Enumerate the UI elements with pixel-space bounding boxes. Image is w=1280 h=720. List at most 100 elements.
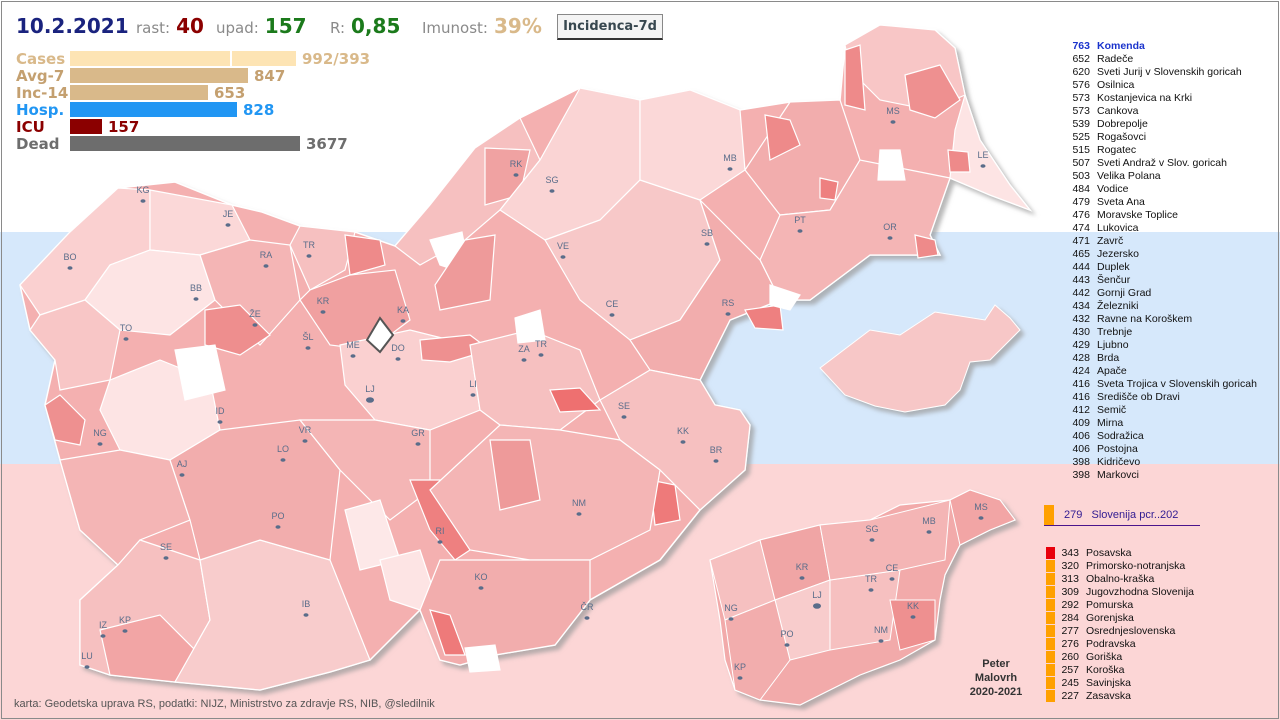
ranking-name: Jezersko bbox=[1097, 248, 1139, 261]
mini-city-dot bbox=[729, 617, 734, 621]
ranking-row: 576 Osilnica bbox=[1066, 79, 1276, 92]
main-city-dot bbox=[577, 512, 582, 516]
region-ranking: 343 Posavska 320 Primorsko-notranjska 313 Oba… bbox=[1046, 546, 1194, 702]
main-city-label: ZA bbox=[518, 344, 530, 354]
main-city-label: TO bbox=[120, 323, 132, 333]
region-row: 227 Zasavska bbox=[1046, 689, 1194, 702]
main-city-dot bbox=[85, 665, 90, 669]
main-city-label: LO bbox=[277, 444, 289, 454]
main-city-dot bbox=[304, 613, 309, 617]
main-city-label: VR bbox=[299, 425, 312, 435]
mini-city-label: MS bbox=[974, 502, 988, 512]
mini-city-dot bbox=[800, 576, 805, 580]
mini-city-label: PO bbox=[780, 629, 793, 639]
stat-avg7-value: 847 bbox=[254, 67, 285, 85]
region-row: 284 Gorenjska bbox=[1046, 611, 1194, 624]
mini-city-label: NM bbox=[874, 625, 888, 635]
main-city-dot bbox=[396, 357, 401, 361]
main-city-dot bbox=[798, 229, 803, 233]
ranking-value: 507 bbox=[1066, 157, 1090, 170]
region-row: 313 Obalno-kraška bbox=[1046, 572, 1194, 585]
incidence-button[interactable]: Incidenca-7d bbox=[557, 14, 663, 40]
ranking-name: Šenčur bbox=[1097, 274, 1130, 287]
main-city-label: SB bbox=[701, 228, 713, 238]
region-row: 276 Podravska bbox=[1046, 637, 1194, 650]
main-city-label: RK bbox=[510, 159, 523, 169]
main-city-label: KO bbox=[474, 572, 487, 582]
main-city-label: RA bbox=[260, 250, 273, 260]
decline-indicator: upad: 157 bbox=[216, 14, 307, 40]
main-city-dot bbox=[714, 459, 719, 463]
ranking-name: Markovci bbox=[1097, 469, 1139, 482]
ranking-name: Semič bbox=[1097, 404, 1126, 417]
main-city-dot bbox=[622, 415, 627, 419]
ranking-value: 539 bbox=[1066, 118, 1090, 131]
region-row: 260 Goriška bbox=[1046, 650, 1194, 663]
ranking-row: 430 Trebnje bbox=[1066, 326, 1276, 339]
main-city-label: MB bbox=[723, 153, 737, 163]
ranking-value: 763 bbox=[1066, 40, 1090, 53]
region-value: 277 bbox=[1061, 625, 1079, 637]
immunity-label: Imunost: bbox=[422, 19, 488, 37]
ranking-row: 412 Semič bbox=[1066, 404, 1276, 417]
ranking-name: Duplek bbox=[1097, 261, 1130, 274]
ranking-value: 515 bbox=[1066, 144, 1090, 157]
main-city-dot bbox=[585, 616, 590, 620]
ranking-row: 424 Apače bbox=[1066, 365, 1276, 378]
ranking-value: 416 bbox=[1066, 391, 1090, 404]
region-swatch bbox=[1046, 625, 1055, 637]
ranking-name: Zavrč bbox=[1097, 235, 1123, 248]
mini-map-light bbox=[820, 305, 1020, 412]
ranking-value: 652 bbox=[1066, 53, 1090, 66]
ranking-row: 525 Rogašovci bbox=[1066, 131, 1276, 144]
mini-city-label: KP bbox=[734, 662, 746, 672]
main-city-label: AJ bbox=[177, 459, 188, 469]
ranking-row: 398 Kidričevo bbox=[1066, 456, 1276, 469]
r-indicator: R: 0,85 bbox=[330, 14, 400, 40]
main-city-label: RI bbox=[436, 526, 445, 536]
ranking-name: Komenda bbox=[1097, 40, 1145, 53]
date-label: 10.2.2021 bbox=[16, 14, 129, 40]
ranking-name: Cankova bbox=[1097, 105, 1138, 118]
stat-icu-bar bbox=[70, 119, 102, 134]
ranking-row: 428 Brda bbox=[1066, 352, 1276, 365]
ranking-value: 576 bbox=[1066, 79, 1090, 92]
region-name: Posavska bbox=[1086, 547, 1132, 559]
ranking-row: 620 Sveti Jurij v Slovenskih goricah bbox=[1066, 66, 1276, 79]
main-city-label: BO bbox=[63, 252, 76, 262]
ranking-row: 763 Komenda bbox=[1066, 40, 1276, 53]
ranking-row: 416 Sveta Trojica v Slovenskih goricah bbox=[1066, 378, 1276, 391]
stat-avg7-bar bbox=[70, 68, 248, 83]
main-city-dot bbox=[218, 420, 223, 424]
ranking-value: 484 bbox=[1066, 183, 1090, 196]
ranking-value: 424 bbox=[1066, 365, 1090, 378]
ranking-name: Sodražica bbox=[1097, 430, 1144, 443]
ranking-name: Središče ob Dravi bbox=[1097, 391, 1180, 404]
mini-city-dot bbox=[813, 603, 821, 609]
ranking-name: Lukovica bbox=[1097, 222, 1138, 235]
stat-inc14-bar bbox=[70, 85, 208, 100]
main-city-dot bbox=[728, 167, 733, 171]
main-city-dot bbox=[514, 173, 519, 177]
ranking-name: Gornji Grad bbox=[1097, 287, 1151, 300]
region-value: 343 bbox=[1061, 547, 1079, 559]
ranking-value: 442 bbox=[1066, 287, 1090, 300]
stat-cases-bar bbox=[70, 51, 296, 66]
main-city-label: KR bbox=[317, 296, 330, 306]
stat-icu-label: ICU bbox=[16, 118, 70, 136]
main-city-label: IB bbox=[302, 599, 311, 609]
growth-value: 40 bbox=[176, 14, 204, 38]
mini-city-label: LJ bbox=[812, 590, 822, 600]
region-swatch bbox=[1046, 690, 1055, 702]
ranking-name: Kostanjevica na Krki bbox=[1097, 92, 1192, 105]
ranking-name: Sveti Andraž v Slov. goricah bbox=[1097, 157, 1227, 170]
ranking-value: 398 bbox=[1066, 456, 1090, 469]
main-city-dot bbox=[438, 540, 443, 544]
stat-inc14-value: 653 bbox=[214, 84, 245, 102]
mini-city-label: MB bbox=[922, 516, 936, 526]
ranking-row: 442 Gornji Grad bbox=[1066, 287, 1276, 300]
r-value: 0,85 bbox=[351, 14, 400, 38]
author-first-name: Peter bbox=[955, 657, 1037, 671]
region-swatch bbox=[1046, 586, 1055, 598]
region-name: Jugovzhodna Slovenija bbox=[1086, 586, 1194, 598]
